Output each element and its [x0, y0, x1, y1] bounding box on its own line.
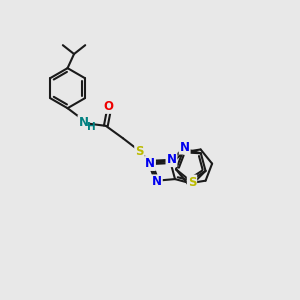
Text: O: O	[104, 100, 114, 113]
Text: N: N	[145, 157, 155, 170]
Text: N: N	[79, 116, 88, 129]
Text: H: H	[87, 122, 95, 132]
Text: S: S	[188, 176, 196, 188]
Text: S: S	[135, 145, 144, 158]
Text: N: N	[167, 153, 176, 166]
Text: N: N	[180, 141, 190, 154]
Text: N: N	[152, 176, 162, 188]
